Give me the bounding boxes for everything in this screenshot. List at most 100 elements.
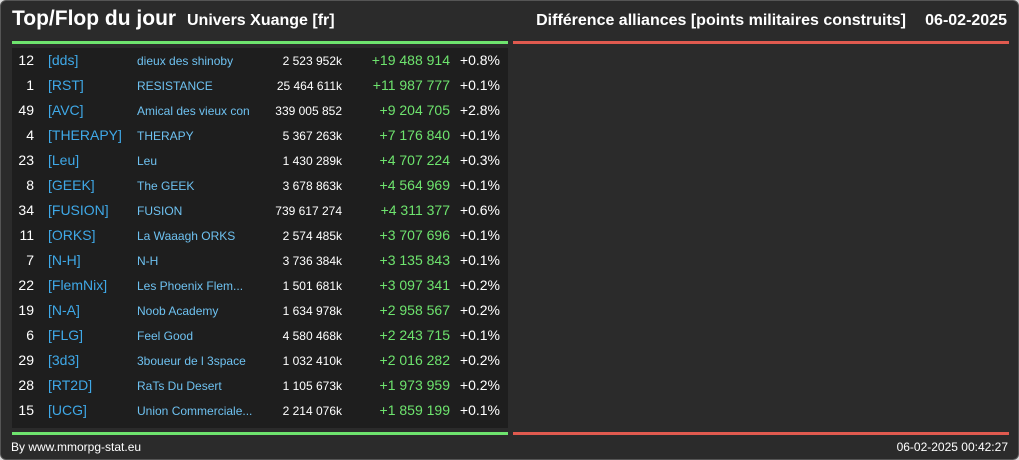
difference-cell: +19 488 914 [371,52,450,68]
difference-cell: +3 097 341 [379,277,450,293]
top-divider-red [513,41,1009,44]
generated-timestamp: 06-02-2025 00:42:27 [896,440,1008,454]
alliance-tag[interactable]: [ORKS] [48,227,96,243]
rank-cell: 6 [26,327,34,343]
difference-cell: +9 204 705 [379,102,450,118]
table-row: 49 [AVC] Amical des vieux con 339 005 852 +9… [12,98,508,123]
table-row: 19 [N-A] Noob Academy 1 634 978k +2 958 567 +… [12,298,508,323]
difference-cell: +2 016 282 [379,352,450,368]
table-row: 12 [dds] dieux des shinoby 2 523 952k +19 48… [12,48,508,73]
alliance-name[interactable]: Union Commerciale... [137,404,253,418]
table-row: 8 [GEEK] The GEEK 3 678 863k +4 564 969 +0.1% [12,173,508,198]
difference-cell: +3 707 696 [379,227,450,243]
alliance-tag[interactable]: [FUSION] [48,202,109,218]
percent-cell: +0.1% [459,227,500,243]
percent-cell: +0.2% [459,277,500,293]
rank-cell: 49 [18,102,34,118]
difference-cell: +4 564 969 [379,177,450,193]
difference-cell: +2 958 567 [379,302,450,318]
ranking-date: 06-02-2025 [925,12,1007,29]
rank-cell: 34 [18,202,34,218]
table-row: 28 [RT2D] RaTs Du Desert 1 105 673k +1 973 9… [12,373,508,398]
percent-cell: +2.8% [459,102,500,118]
alliance-name[interactable]: Amical des vieux con [137,104,250,118]
percent-cell: +0.6% [459,202,500,218]
alliance-name[interactable]: Les Phoenix Flem... [137,279,244,293]
site-credit: By www.mmorpg-stat.eu [11,440,142,454]
alliance-tag[interactable]: [FLG] [48,327,84,343]
table-row: 15 [UCG] Union Commerciale... 2 214 076k +1 … [12,398,508,423]
percent-cell: +0.2% [459,352,500,368]
ranking-heading: Différence alliances [points militaires … [536,12,906,29]
points-cell: 1 430 289k [282,154,342,168]
table-row: 6 [FLG] Feel Good 4 580 468k +2 243 715 +0.1% [12,323,508,348]
alliance-tag[interactable]: [GEEK] [48,177,95,193]
alliance-tag[interactable]: [FlemNix] [48,277,108,293]
alliance-name[interactable]: Feel Good [137,329,194,343]
rank-cell: 1 [26,77,34,93]
alliance-name[interactable]: Leu [137,154,158,168]
alliance-name[interactable]: FUSION [137,204,183,218]
alliance-table: 12 [dds] dieux des shinoby 2 523 952k +19 48… [12,48,508,428]
points-cell: 2 523 952k [282,54,342,68]
alliance-tag[interactable]: [THERAPY] [48,127,122,143]
alliance-name[interactable]: RaTs Du Desert [137,379,222,393]
points-cell: 4 580 468k [282,329,342,343]
percent-cell: +0.1% [459,252,500,268]
bottom-divider-green [12,432,508,435]
rank-cell: 8 [26,177,34,193]
flop-panel [513,48,1009,428]
alliance-tag[interactable]: [dds] [48,52,79,68]
points-cell: 25 464 611k [276,79,342,93]
alliance-tag[interactable]: [RT2D] [48,377,93,393]
points-cell: 339 005 852 [275,104,342,118]
alliance-name[interactable]: dieux des shinoby [137,54,234,68]
percent-cell: +0.3% [459,152,500,168]
alliance-name[interactable]: THERAPY [137,129,194,143]
difference-cell: +1 973 959 [379,377,450,393]
alliance-tag[interactable]: [N-A] [48,302,80,318]
rank-cell: 19 [18,302,34,318]
points-cell: 3 736 384k [282,254,342,268]
alliance-name[interactable]: N-H [137,254,159,268]
rank-cell: 4 [26,127,34,143]
points-cell: 1 634 978k [282,304,342,318]
alliance-name[interactable]: 3boueur de l 3space [137,354,246,368]
alliance-tag[interactable]: [RST] [48,77,84,93]
percent-cell: +0.1% [459,127,500,143]
table-row: 1 [RST] RESISTANCE 25 464 611k +11 987 777 +0… [12,73,508,98]
universe-label: Univers Xuange [fr] [187,12,335,29]
top-divider-green [12,41,508,44]
rank-cell: 28 [18,377,34,393]
rank-cell: 15 [18,402,34,418]
alliance-tag[interactable]: [Leu] [48,152,80,168]
difference-cell: +4 707 224 [379,152,450,168]
alliance-tag[interactable]: [UCG] [48,402,87,418]
percent-cell: +0.2% [459,377,500,393]
points-cell: 3 678 863k [282,179,342,193]
percent-cell: +0.1% [459,77,500,93]
percent-cell: +0.1% [459,402,500,418]
percent-cell: +0.2% [459,302,500,318]
alliance-name[interactable]: Noob Academy [137,304,219,318]
rank-cell: 29 [18,352,34,368]
points-cell: 739 617 274 [275,204,342,218]
alliance-tag[interactable]: [AVC] [48,102,84,118]
points-cell: 1 105 673k [282,379,342,393]
difference-cell: +2 243 715 [379,327,450,343]
rank-cell: 12 [18,52,34,68]
alliance-name[interactable]: RESISTANCE [137,79,213,93]
percent-cell: +0.1% [459,177,500,193]
table-row: 22 [FlemNix] Les Phoenix Flem... 1 501 681k… [12,273,508,298]
table-row: 4 [THERAPY] THERAPY 5 367 263k +7 176 840 +0.… [12,123,508,148]
alliance-tag[interactable]: [N-H] [48,252,81,268]
points-cell: 1 501 681k [282,279,342,293]
rank-cell: 11 [19,227,34,243]
alliance-name[interactable]: The GEEK [137,179,195,193]
table-row: 23 [Leu] Leu 1 430 289k +4 707 224 +0.3% [12,148,508,173]
alliance-tag[interactable]: [3d3] [48,352,80,368]
alliance-name[interactable]: La Waaagh ORKS [137,229,236,243]
points-cell: 5 367 263k [282,129,342,143]
points-cell: 2 574 485k [282,229,342,243]
